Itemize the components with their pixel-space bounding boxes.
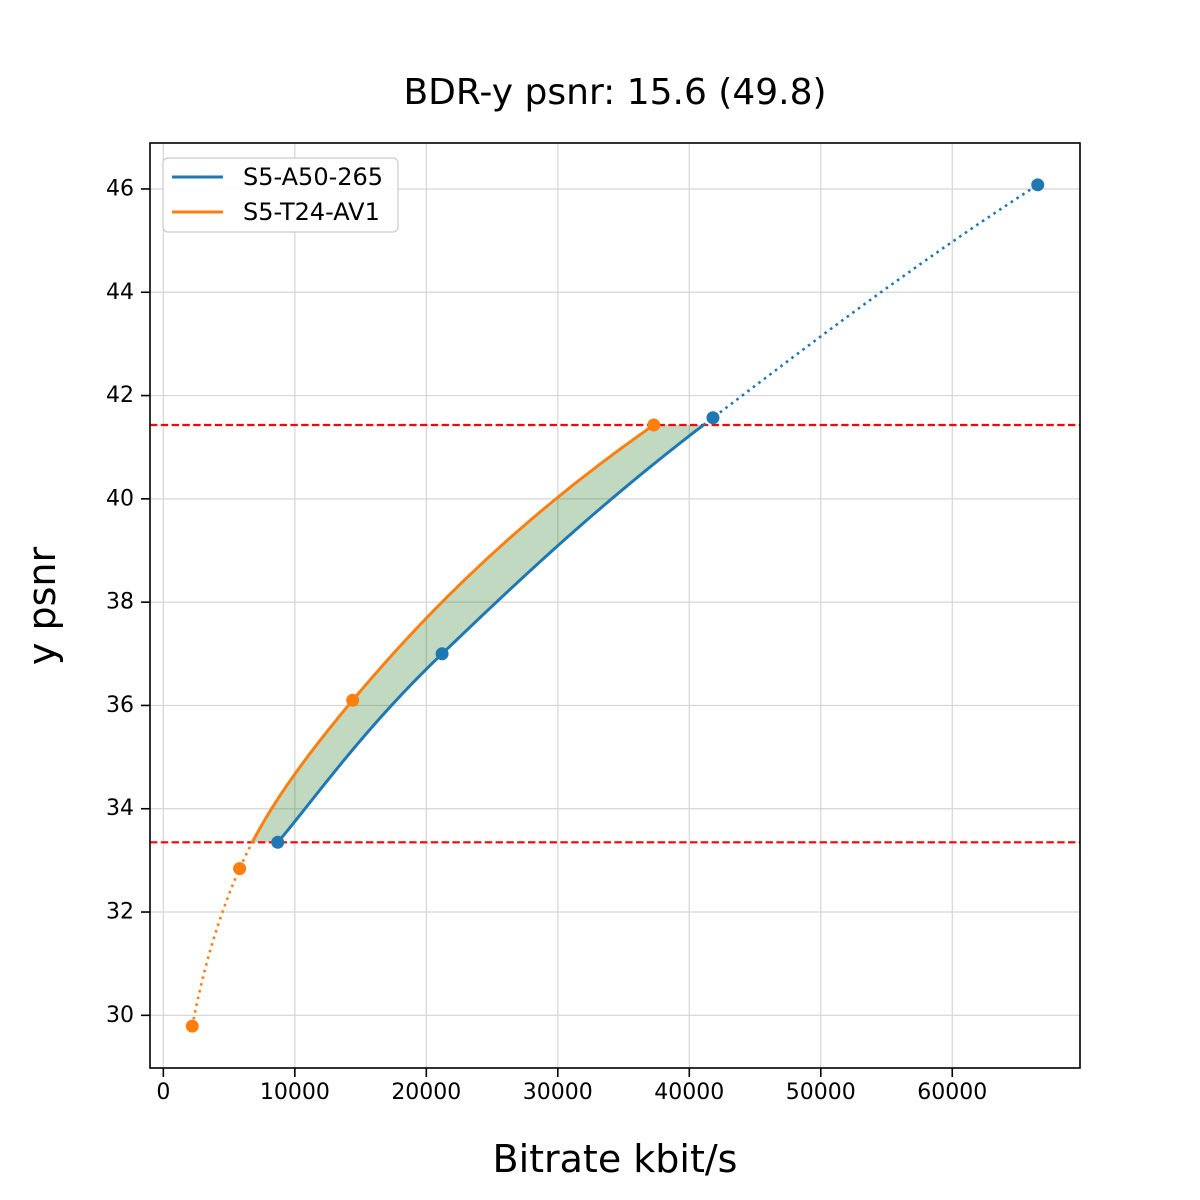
y-tick-label: 36 — [106, 693, 134, 718]
y-tick-label: 40 — [106, 486, 134, 511]
plot-frame — [149, 142, 1081, 1069]
curve-orange-solid — [250, 423, 655, 843]
curve-blue-solid — [276, 423, 705, 844]
x-axis-label: Bitrate kbit/s — [493, 1137, 738, 1181]
data-point-S5-A50-265 — [706, 411, 720, 425]
data-point-S5-A50-265 — [1031, 178, 1045, 192]
x-tick-label: 0 — [156, 1080, 170, 1105]
x-tick-label: 60000 — [917, 1080, 987, 1105]
y-tick-label: 32 — [106, 900, 134, 925]
data-point-S5-T24-AV1 — [647, 418, 661, 432]
y-tick-label: 34 — [106, 796, 134, 821]
series-markers — [185, 178, 1045, 1033]
bd-area-polygon — [252, 424, 704, 843]
x-tick-label: 10000 — [260, 1080, 330, 1105]
legend-label-orange: S5-T24-AV1 — [243, 198, 380, 226]
legend-label-blue: S5-A50-265 — [243, 163, 383, 191]
curve-blue-dotted — [702, 183, 1039, 427]
x-tick-label: 40000 — [654, 1080, 724, 1105]
data-point-S5-A50-265 — [435, 647, 449, 661]
axis-ticks — [141, 188, 954, 1077]
x-tick-label: 30000 — [523, 1080, 593, 1105]
y-tick-label: 42 — [106, 383, 134, 408]
x-tick-label: 50000 — [786, 1080, 856, 1105]
y-tick-label: 38 — [106, 590, 134, 615]
y-tick-label: 30 — [106, 1003, 134, 1028]
data-point-S5-T24-AV1 — [233, 862, 247, 876]
bd-shaded-area — [252, 424, 704, 843]
y-axis-label: y psnr — [20, 547, 64, 666]
data-point-S5-T24-AV1 — [185, 1019, 199, 1033]
axis-tick-labels: 0 10000 20000 30000 40000 50000 60000 30 32 34 36 3… — [106, 176, 987, 1105]
gridlines — [150, 143, 1080, 1068]
y-tick-label: 46 — [106, 176, 134, 201]
x-tick-label: 20000 — [391, 1080, 461, 1105]
legend: S5-A50-265 S5-T24-AV1 — [162, 157, 399, 233]
overlap-bound-lines — [150, 423, 1080, 844]
data-point-S5-A50-265 — [271, 835, 285, 849]
chart-title: BDR-y psnr: 15.6 (49.8) — [403, 72, 826, 113]
y-tick-label: 44 — [106, 280, 134, 305]
data-point-S5-T24-AV1 — [346, 693, 360, 707]
series-curves — [190, 183, 1039, 1027]
